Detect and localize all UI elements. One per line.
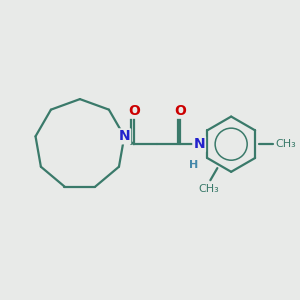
- Text: N: N: [194, 137, 205, 151]
- Text: CH₃: CH₃: [199, 184, 219, 194]
- Text: CH₃: CH₃: [275, 139, 296, 149]
- Text: N: N: [118, 129, 130, 143]
- Text: H: H: [189, 160, 199, 170]
- Text: O: O: [174, 104, 186, 118]
- Text: O: O: [128, 104, 140, 118]
